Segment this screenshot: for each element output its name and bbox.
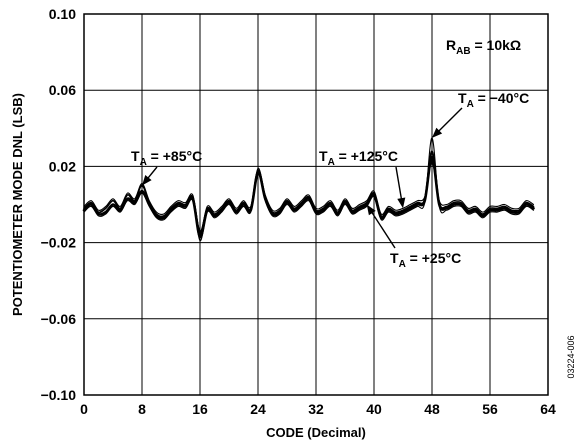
annotation-arrowhead xyxy=(432,127,443,138)
grid-lines xyxy=(84,14,548,395)
annotation-arrow xyxy=(395,166,403,203)
y-tick-label: −0.10 xyxy=(41,387,77,403)
x-tick-label: 24 xyxy=(250,401,266,417)
x-tick-label: 64 xyxy=(540,401,556,417)
annotation-arrow xyxy=(369,209,396,249)
series-line xyxy=(83,150,535,234)
x-tick-label: 32 xyxy=(308,401,324,417)
condition-label: RAB = 10kΩ xyxy=(446,37,521,57)
y-tick-label: 0.06 xyxy=(49,82,76,98)
annotation-arrowhead xyxy=(142,174,152,186)
temperature-label: TA = +25°C xyxy=(390,250,461,270)
x-tick-label: 0 xyxy=(80,401,88,417)
series-lines xyxy=(82,137,535,242)
y-tick-label: 0.02 xyxy=(49,158,76,174)
temperature-label: TA = +85°C xyxy=(131,148,202,168)
x-tick-label: 56 xyxy=(482,401,498,417)
series-line xyxy=(83,137,535,242)
x-tick-label: 48 xyxy=(424,401,440,417)
temperature-label: TA = +125°C xyxy=(319,148,398,168)
y-tick-label: −0.06 xyxy=(41,311,77,327)
x-tick-label: 40 xyxy=(366,401,382,417)
figure-id: 03224-006 xyxy=(566,335,576,378)
annotation-arrow xyxy=(435,107,463,135)
x-tick-label: 8 xyxy=(138,401,146,417)
tick-labels: 0 8 16 24 32 40 48 56 64 0.10 0.06 0.02 −0.02 −0.06 −0… xyxy=(41,6,556,417)
y-tick-label: −0.02 xyxy=(41,235,77,251)
x-axis-title: CODE (Decimal) xyxy=(266,425,366,440)
y-axis-title: POTENTIOMETER MODE DNL (LSB) xyxy=(10,93,25,316)
x-tick-label: 16 xyxy=(192,401,208,417)
series-line xyxy=(82,155,535,239)
series-line xyxy=(83,162,535,232)
temperature-label: TA = −40°C xyxy=(458,90,529,110)
annotation-arrowhead xyxy=(397,197,406,209)
plot-frame xyxy=(83,13,549,396)
annotations: RAB = 10kΩ TA = +85°C TA = +125°C TA = −40°… xyxy=(131,37,529,270)
annotation-arrowhead xyxy=(366,204,376,216)
y-tick-label: 0.10 xyxy=(49,6,76,22)
